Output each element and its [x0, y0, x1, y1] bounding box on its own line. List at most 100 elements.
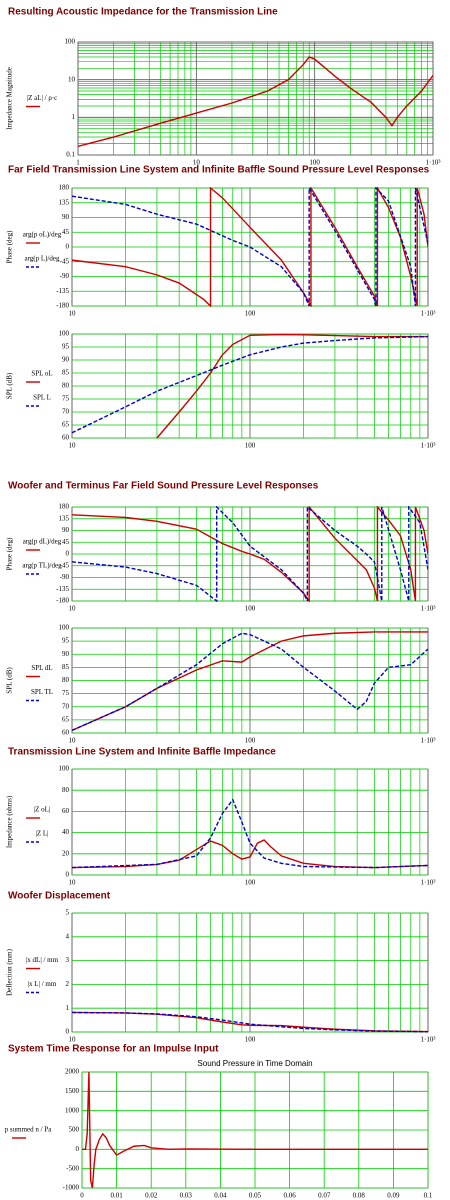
- x-tick-label: 100: [245, 310, 256, 318]
- y-axis-label: Phase (deg): [6, 230, 14, 264]
- y-tick-label: 0: [76, 1145, 80, 1153]
- y-tick-label: 90: [62, 213, 70, 221]
- y-axis-label: Impedance Magnitude: [6, 67, 14, 130]
- legend-label: SPL L: [33, 394, 51, 402]
- x-tick-label: 10: [69, 737, 77, 745]
- plot-area: [77, 41, 434, 156]
- y-tick-label: -90: [60, 573, 70, 581]
- legend-label: arg(p oL)/deg: [23, 231, 62, 239]
- x-tick-label: 1·10³: [426, 159, 441, 167]
- x-tick-label: 1·10³: [421, 1036, 436, 1044]
- series-line: [72, 798, 428, 869]
- y-tick-label: 0.1: [66, 151, 75, 159]
- y-tick-label: 10: [68, 75, 76, 83]
- x-tick-label: 0.07: [318, 1192, 331, 1200]
- x-tick-label: 1·10³: [421, 879, 436, 887]
- series-line: [78, 56, 433, 147]
- y-tick-label: 85: [62, 369, 70, 377]
- y-tick-label: 1: [72, 113, 76, 121]
- series-line: [72, 632, 428, 732]
- y-tick-label: 40: [62, 828, 70, 836]
- y-axis-label: Deflection (mm): [6, 948, 14, 996]
- x-tick-label: 0.09: [387, 1192, 400, 1200]
- series-line: [72, 506, 428, 602]
- section-title: Resulting Acoustic Impedance for the Tra…: [8, 7, 278, 18]
- y-tick-label: 135: [59, 198, 70, 206]
- y-tick-label: 95: [62, 343, 70, 351]
- y-tick-label: 85: [62, 663, 70, 671]
- y-tick-label: 0: [66, 550, 70, 558]
- x-tick-label: 10: [69, 310, 77, 318]
- legend-label: SPL dL: [31, 664, 52, 672]
- y-tick-label: 45: [62, 228, 70, 236]
- x-tick-label: 10: [69, 605, 77, 613]
- legend-label: |Z aL| / ρ·c: [27, 94, 58, 102]
- y-tick-label: 100: [59, 624, 70, 632]
- y-tick-label: 0: [66, 243, 70, 251]
- y-tick-label: 1000: [65, 1106, 80, 1114]
- y-tick-label: 20: [62, 849, 70, 857]
- y-tick-label: 65: [62, 715, 70, 723]
- y-tick-label: 75: [62, 689, 70, 697]
- x-tick-label: 0.05: [249, 1192, 262, 1200]
- y-tick-label: 90: [62, 650, 70, 658]
- x-tick-label: 0.02: [145, 1192, 158, 1200]
- x-tick-label: 100: [245, 879, 256, 887]
- y-tick-label: 60: [62, 729, 70, 737]
- x-tick-label: 1·10³: [421, 442, 436, 450]
- y-tick-label: 100: [65, 38, 76, 46]
- series-line: [72, 631, 428, 732]
- x-tick-label: 1·10³: [421, 605, 436, 613]
- y-tick-label: -135: [56, 585, 69, 593]
- legend-label: |Z L|: [35, 830, 48, 838]
- y-tick-label: 2: [66, 980, 70, 988]
- y-tick-label: 180: [59, 503, 70, 511]
- section-title: System Time Response for an Impulse Inpu…: [8, 1044, 219, 1055]
- y-tick-label: 60: [62, 434, 70, 442]
- y-tick-label: 45: [62, 538, 70, 546]
- x-tick-label: 1·10³: [421, 737, 436, 745]
- x-tick-label: 100: [309, 159, 320, 167]
- x-tick-label: 0.1: [424, 1192, 433, 1200]
- x-tick-label: 0.03: [180, 1192, 193, 1200]
- y-axis-label: Impedance (ohms): [6, 795, 14, 848]
- series-line: [72, 1011, 428, 1033]
- y-tick-label: -90: [60, 272, 70, 280]
- y-tick-label: 70: [62, 702, 70, 710]
- x-tick-label: 10: [69, 1036, 77, 1044]
- x-tick-label: 10: [69, 442, 77, 450]
- y-tick-label: -135: [56, 287, 69, 295]
- series-line: [72, 187, 428, 307]
- x-tick-label: 100: [245, 442, 256, 450]
- x-tick-label: 1: [76, 159, 80, 167]
- x-tick-label: 0.08: [353, 1192, 366, 1200]
- y-tick-label: -45: [60, 257, 70, 265]
- x-tick-label: 0.01: [110, 1192, 123, 1200]
- x-tick-label: 100: [245, 1036, 256, 1044]
- y-axis-label: SPL (dB): [6, 372, 14, 399]
- series-line: [72, 335, 428, 434]
- section-title: Far Field Transmission Line System and I…: [8, 165, 430, 176]
- x-tick-label: 0: [80, 1192, 84, 1200]
- x-tick-label: 100: [245, 605, 256, 613]
- x-tick-label: 0.06: [283, 1192, 296, 1200]
- y-tick-label: 1: [66, 1004, 70, 1012]
- legend-label: SPL TL: [31, 688, 53, 696]
- x-tick-label: 0.04: [214, 1192, 227, 1200]
- y-axis-label: SPL (dB): [6, 667, 14, 694]
- y-tick-label: 75: [62, 395, 70, 403]
- y-tick-label: -1000: [63, 1184, 80, 1192]
- y-tick-label: 4: [66, 932, 70, 940]
- y-tick-label: 5: [66, 909, 70, 917]
- series-line: [72, 506, 428, 602]
- plot-title: Sound Pressure in Time Domain: [197, 1059, 312, 1068]
- series-line: [156, 333, 428, 439]
- legend-label: |Z oL|: [34, 806, 51, 814]
- y-tick-label: 135: [59, 514, 70, 522]
- y-tick-label: 80: [62, 382, 70, 390]
- x-tick-label: 100: [245, 737, 256, 745]
- series-line: [72, 187, 428, 307]
- x-tick-label: 10: [69, 879, 77, 887]
- y-axis-label: Phase (deg): [6, 537, 14, 571]
